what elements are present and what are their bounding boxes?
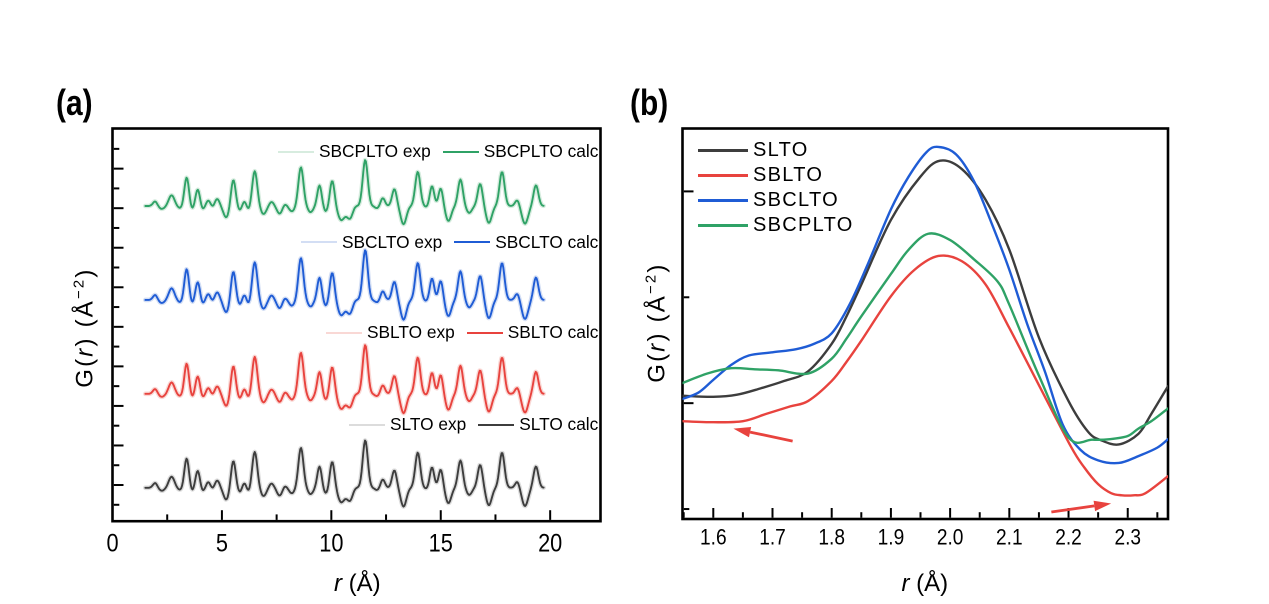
curve-sbclto-calc <box>144 249 545 321</box>
x-tick-label: 1.6 <box>700 525 727 550</box>
curve-sbclto <box>682 145 1168 465</box>
legend-swatch-sbcplto <box>698 223 748 227</box>
panel-b-label: (b) <box>630 82 669 123</box>
annotation-arrow-shaft <box>1051 504 1095 514</box>
legend-swatch-sblto <box>698 173 748 177</box>
x-tick-label: 10 <box>319 529 343 557</box>
legend-calc-swatch-sbclto <box>454 241 491 243</box>
x-tick-label: 20 <box>538 529 562 557</box>
axes-frame <box>681 127 1170 521</box>
axes-frame <box>111 127 602 523</box>
legend-exp-label: SBCLTO exp <box>342 231 443 252</box>
annotation-arrow-head <box>733 426 752 438</box>
legend-row-sbcplto: SBCPLTO exp SBCPLTO calc <box>278 141 599 162</box>
x-tick-label: 2.1 <box>996 525 1023 550</box>
legend-exp-swatch-sbclto <box>301 241 337 243</box>
legend-row-slto: SLTO exp SLTO calc <box>349 414 599 435</box>
curve-slto <box>682 159 1168 446</box>
x-tick-label: 2.3 <box>1114 525 1141 550</box>
legend-exp-label: SLTO exp <box>390 414 467 434</box>
legend-calc-label: SBCLTO calc <box>495 231 599 252</box>
legend-label: SBCLTO <box>753 188 839 211</box>
legend-exp-swatch-sblto <box>326 331 362 334</box>
legend-swatch-slto <box>698 148 748 152</box>
legend-calc-label: SLTO calc <box>519 414 599 434</box>
curve-sblto-calc <box>144 344 545 415</box>
legend-calc-label: SBCPLTO calc <box>483 141 599 161</box>
x-tick-label: 15 <box>429 529 453 557</box>
legend-row-sblto: SBLTO exp SBLTO calc <box>326 322 599 343</box>
annotation-arrow-head <box>1093 500 1112 512</box>
legend-calc-swatch-sbcplto <box>442 150 479 153</box>
legend-exp-label: SBCPLTO exp <box>319 141 431 161</box>
legend-label: SBCPLTO <box>753 213 854 236</box>
legend-exp-swatch-slto <box>349 423 385 426</box>
curve-sblto <box>682 254 1168 497</box>
curve-sbcplto <box>682 232 1168 444</box>
legend-exp-label: SBLTO exp <box>367 322 455 342</box>
annotation-arrow-shaft <box>749 430 793 443</box>
x-tick-label: 1.7 <box>759 525 786 550</box>
legend-exp-swatch-sbcplto <box>278 150 314 153</box>
x-tick-label: 1.9 <box>878 525 905 550</box>
legend-label: SLTO <box>753 138 809 161</box>
curve-slto-calc <box>144 439 545 508</box>
panel-b-xaxis-title: r (Å) <box>901 570 949 597</box>
x-tick-label: 0 <box>106 529 118 557</box>
legend-item-sblto: SBLTO <box>698 163 824 186</box>
x-tick-label: 2.0 <box>937 525 964 550</box>
legend-label: SBLTO <box>753 163 824 186</box>
x-tick-label: 2.2 <box>1055 525 1082 550</box>
legend-calc-swatch-sblto <box>466 331 503 334</box>
legend-item-slto: SLTO <box>698 138 809 161</box>
panel-a-xaxis-title: r (Å) <box>334 570 381 597</box>
legend-row-sbclto: SBCLTO exp SBCLTO calc <box>301 232 598 252</box>
legend-calc-label: SBLTO calc <box>507 322 599 342</box>
panel-a-label: (a) <box>56 82 93 123</box>
x-tick-label: 1.8 <box>818 525 845 550</box>
panel-a-yaxis-title: G(r) (Å−2) <box>71 266 99 388</box>
panel-b-yaxis-title: G(r) (Å−2) <box>643 262 671 383</box>
x-tick-label: 5 <box>216 529 228 557</box>
legend-calc-swatch-slto <box>478 423 515 426</box>
legend-item-sbcplto: SBCPLTO <box>698 213 854 236</box>
curve-sbcplto-calc <box>144 159 545 226</box>
legend-item-sbclto: SBCLTO <box>698 188 839 211</box>
legend-swatch-sbclto <box>698 198 748 202</box>
